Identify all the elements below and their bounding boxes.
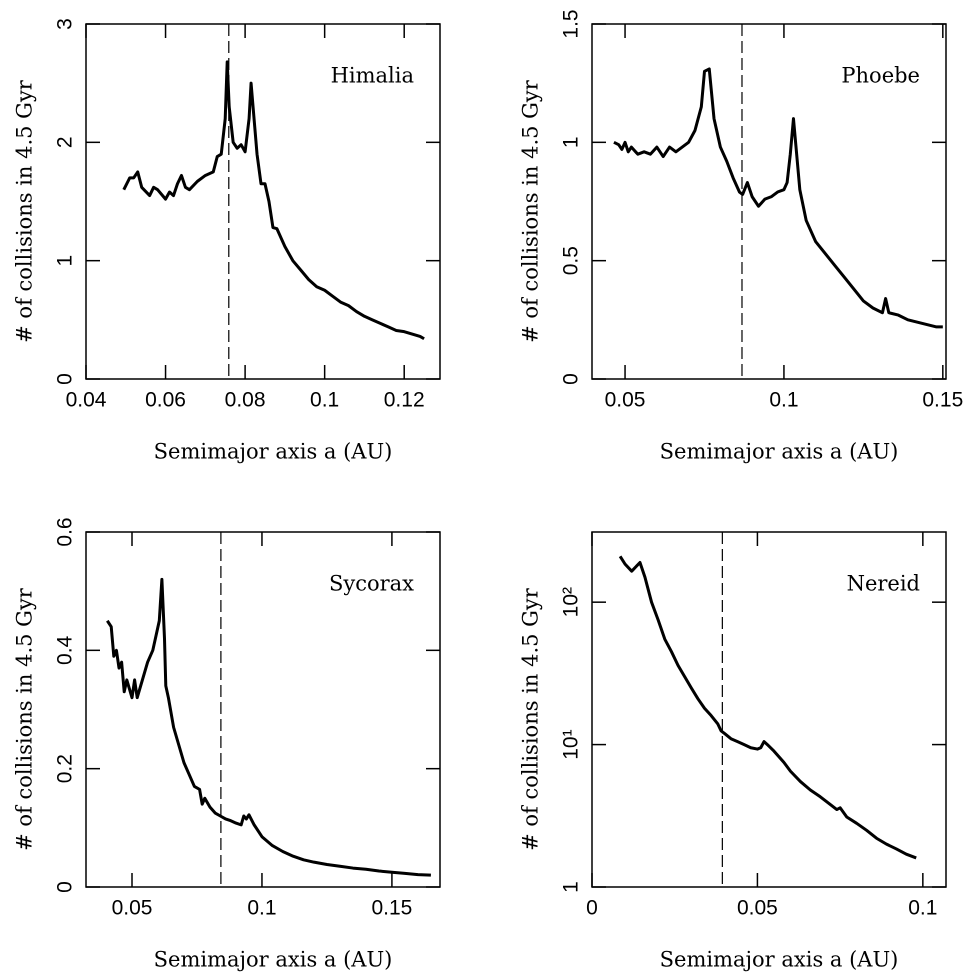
- x-tick-label: 0.15: [922, 389, 963, 412]
- y-tick-label: 1: [54, 255, 77, 267]
- panel-label: Himalia: [331, 64, 414, 88]
- y-axis-label: # of collisions in 4.5 Gyr: [519, 79, 543, 343]
- plot-frame: [85, 531, 441, 888]
- plot-frame: [85, 23, 441, 380]
- y-tick-label: 1.5: [560, 9, 583, 38]
- panel-label: Phoebe: [841, 64, 920, 88]
- y-tick-label: 0: [54, 373, 77, 385]
- x-tick-label: 0.08: [225, 389, 266, 412]
- x-axis-label: Semimajor axis a (AU): [660, 440, 899, 464]
- y-axis-label: # of collisions in 4.5 Gyr: [13, 79, 37, 343]
- x-tick-label: 0.05: [112, 897, 153, 920]
- y-tick-label: 0: [54, 881, 77, 893]
- y-tick-label: 0: [560, 373, 583, 385]
- x-axis-label: Semimajor axis a (AU): [154, 948, 393, 972]
- x-tick-label: 0.06: [145, 389, 186, 412]
- x-tick-label: 0.15: [371, 897, 412, 920]
- data-line: [613, 67, 943, 329]
- y-tick-label: 2: [54, 136, 77, 148]
- x-tick-label: 0.1: [247, 897, 276, 920]
- x-tick-label: 0.05: [605, 389, 646, 412]
- data-line: [106, 577, 431, 877]
- y-tick-label: 1: [560, 136, 583, 148]
- y-tick-label: 0.2: [54, 754, 77, 783]
- data-line: [122, 60, 425, 341]
- x-tick-label: 0.05: [737, 897, 778, 920]
- y-tick-label: 0.5: [560, 246, 583, 275]
- y-tick-label: 10¹: [560, 729, 583, 759]
- x-tick-label: 0: [586, 897, 598, 920]
- x-tick-label: 0.1: [908, 897, 937, 920]
- plot-frame: [591, 23, 947, 380]
- panel-label: Nereid: [847, 572, 920, 596]
- x-tick-label: 0.1: [769, 389, 798, 412]
- y-axis-label: # of collisions in 4.5 Gyr: [519, 587, 543, 851]
- panel-label: Sycorax: [329, 572, 414, 596]
- y-axis-label: # of collisions in 4.5 Gyr: [13, 587, 37, 851]
- x-axis-label: Semimajor axis a (AU): [660, 948, 899, 972]
- data-line: [618, 555, 917, 860]
- y-tick-label: 10²: [560, 587, 583, 617]
- y-tick-label: 1: [560, 881, 583, 893]
- x-tick-label: 0.04: [66, 389, 107, 412]
- x-tick-label: 0.1: [310, 389, 339, 412]
- plot-frame: [591, 531, 947, 888]
- x-tick-label: 0.12: [384, 389, 425, 412]
- y-tick-label: 3: [54, 18, 77, 30]
- y-tick-label: 0.6: [54, 517, 77, 546]
- y-tick-label: 0.4: [54, 635, 77, 665]
- x-axis-label: Semimajor axis a (AU): [154, 440, 393, 464]
